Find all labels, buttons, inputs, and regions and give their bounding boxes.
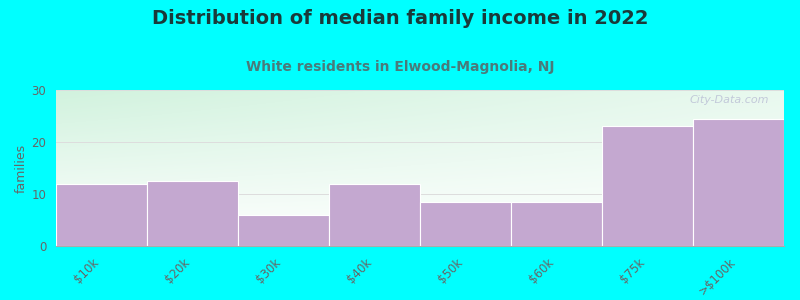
Y-axis label: families: families <box>14 143 27 193</box>
Bar <box>329 184 420 246</box>
Text: Distribution of median family income in 2022: Distribution of median family income in … <box>152 9 648 28</box>
Bar <box>147 181 238 246</box>
Text: White residents in Elwood-Magnolia, NJ: White residents in Elwood-Magnolia, NJ <box>246 60 554 74</box>
Bar <box>238 215 329 246</box>
Bar <box>602 126 693 246</box>
Text: City-Data.com: City-Data.com <box>690 95 770 105</box>
Bar <box>693 118 784 246</box>
Bar <box>56 184 147 246</box>
Bar <box>420 202 511 246</box>
Bar <box>511 202 602 246</box>
